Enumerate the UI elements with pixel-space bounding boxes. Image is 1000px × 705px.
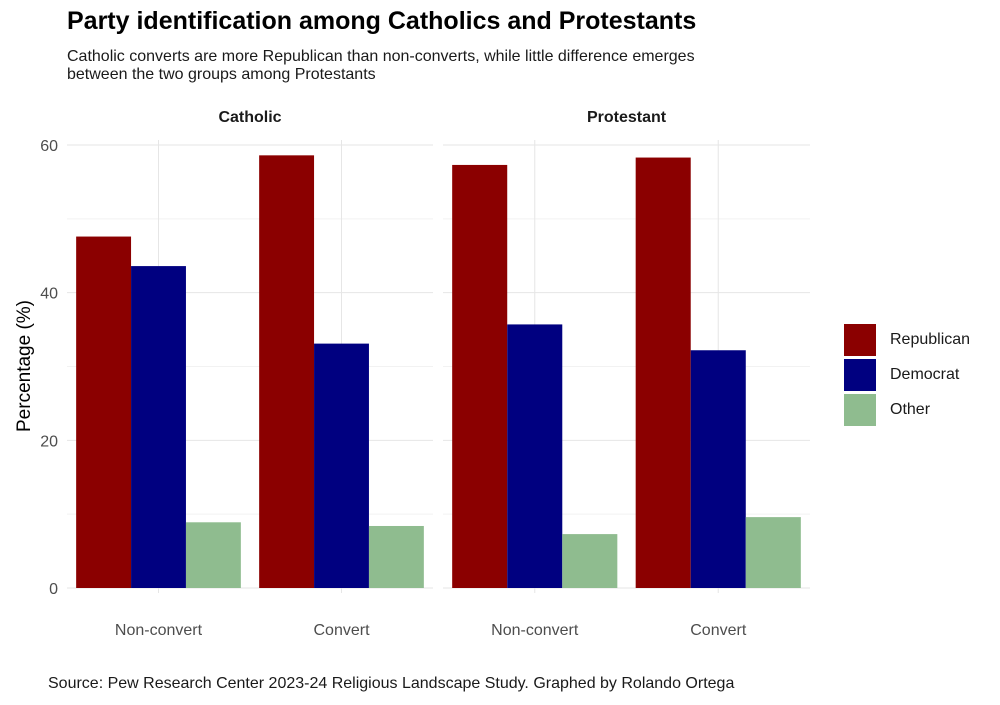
facet-label-protestant: Protestant bbox=[587, 109, 667, 126]
y-axis-title: Percentage (%) bbox=[14, 300, 35, 432]
bar-catholic-non-convert-republican bbox=[76, 236, 132, 588]
bar-catholic-non-convert-other bbox=[185, 522, 241, 588]
legend-item-democrat: Democrat bbox=[844, 357, 970, 392]
chart-caption: Source: Pew Research Center 2023-24 Reli… bbox=[48, 675, 735, 692]
y-tick-label-0: 0 bbox=[49, 581, 58, 598]
bar-protestant-non-convert-republican bbox=[452, 164, 508, 588]
y-tick-label-20: 20 bbox=[40, 433, 58, 450]
legend-swatch-democrat bbox=[844, 358, 876, 391]
x-tick-label-protestant-non-convert: Non-convert bbox=[491, 622, 579, 639]
legend-swatch-republican bbox=[844, 323, 876, 356]
bar-protestant-convert-democrat bbox=[690, 350, 746, 588]
bar-protestant-non-convert-democrat bbox=[507, 324, 563, 588]
x-tick-label-catholic-convert: Convert bbox=[313, 622, 370, 639]
legend-item-other: Other bbox=[844, 392, 970, 427]
y-tick-label-60: 60 bbox=[40, 138, 58, 155]
bar-catholic-convert-republican bbox=[259, 155, 315, 588]
legend-swatch-other bbox=[844, 393, 876, 426]
chart-title: Party identification among Catholics and… bbox=[67, 7, 697, 35]
legend-label-other: Other bbox=[890, 400, 931, 418]
legend: Republican Democrat Other bbox=[844, 322, 970, 427]
bar-protestant-non-convert-other bbox=[562, 534, 618, 588]
bar-catholic-convert-democrat bbox=[314, 343, 369, 588]
bar-catholic-convert-other bbox=[368, 525, 424, 588]
bar-protestant-convert-other bbox=[745, 517, 801, 588]
legend-item-republican: Republican bbox=[844, 322, 970, 357]
legend-label-republican: Republican bbox=[890, 330, 971, 348]
x-tick-label-protestant-convert: Convert bbox=[690, 622, 747, 639]
chart-subtitle: Catholic converts are more Republican th… bbox=[67, 48, 695, 83]
legend-label-democrat: Democrat bbox=[890, 365, 960, 383]
facet-label-catholic: Catholic bbox=[218, 109, 281, 126]
bar-protestant-convert-republican bbox=[635, 157, 691, 588]
x-tick-label-catholic-non-convert: Non-convert bbox=[115, 622, 203, 639]
y-tick-label-40: 40 bbox=[40, 286, 58, 303]
bar-catholic-non-convert-democrat bbox=[131, 266, 186, 588]
